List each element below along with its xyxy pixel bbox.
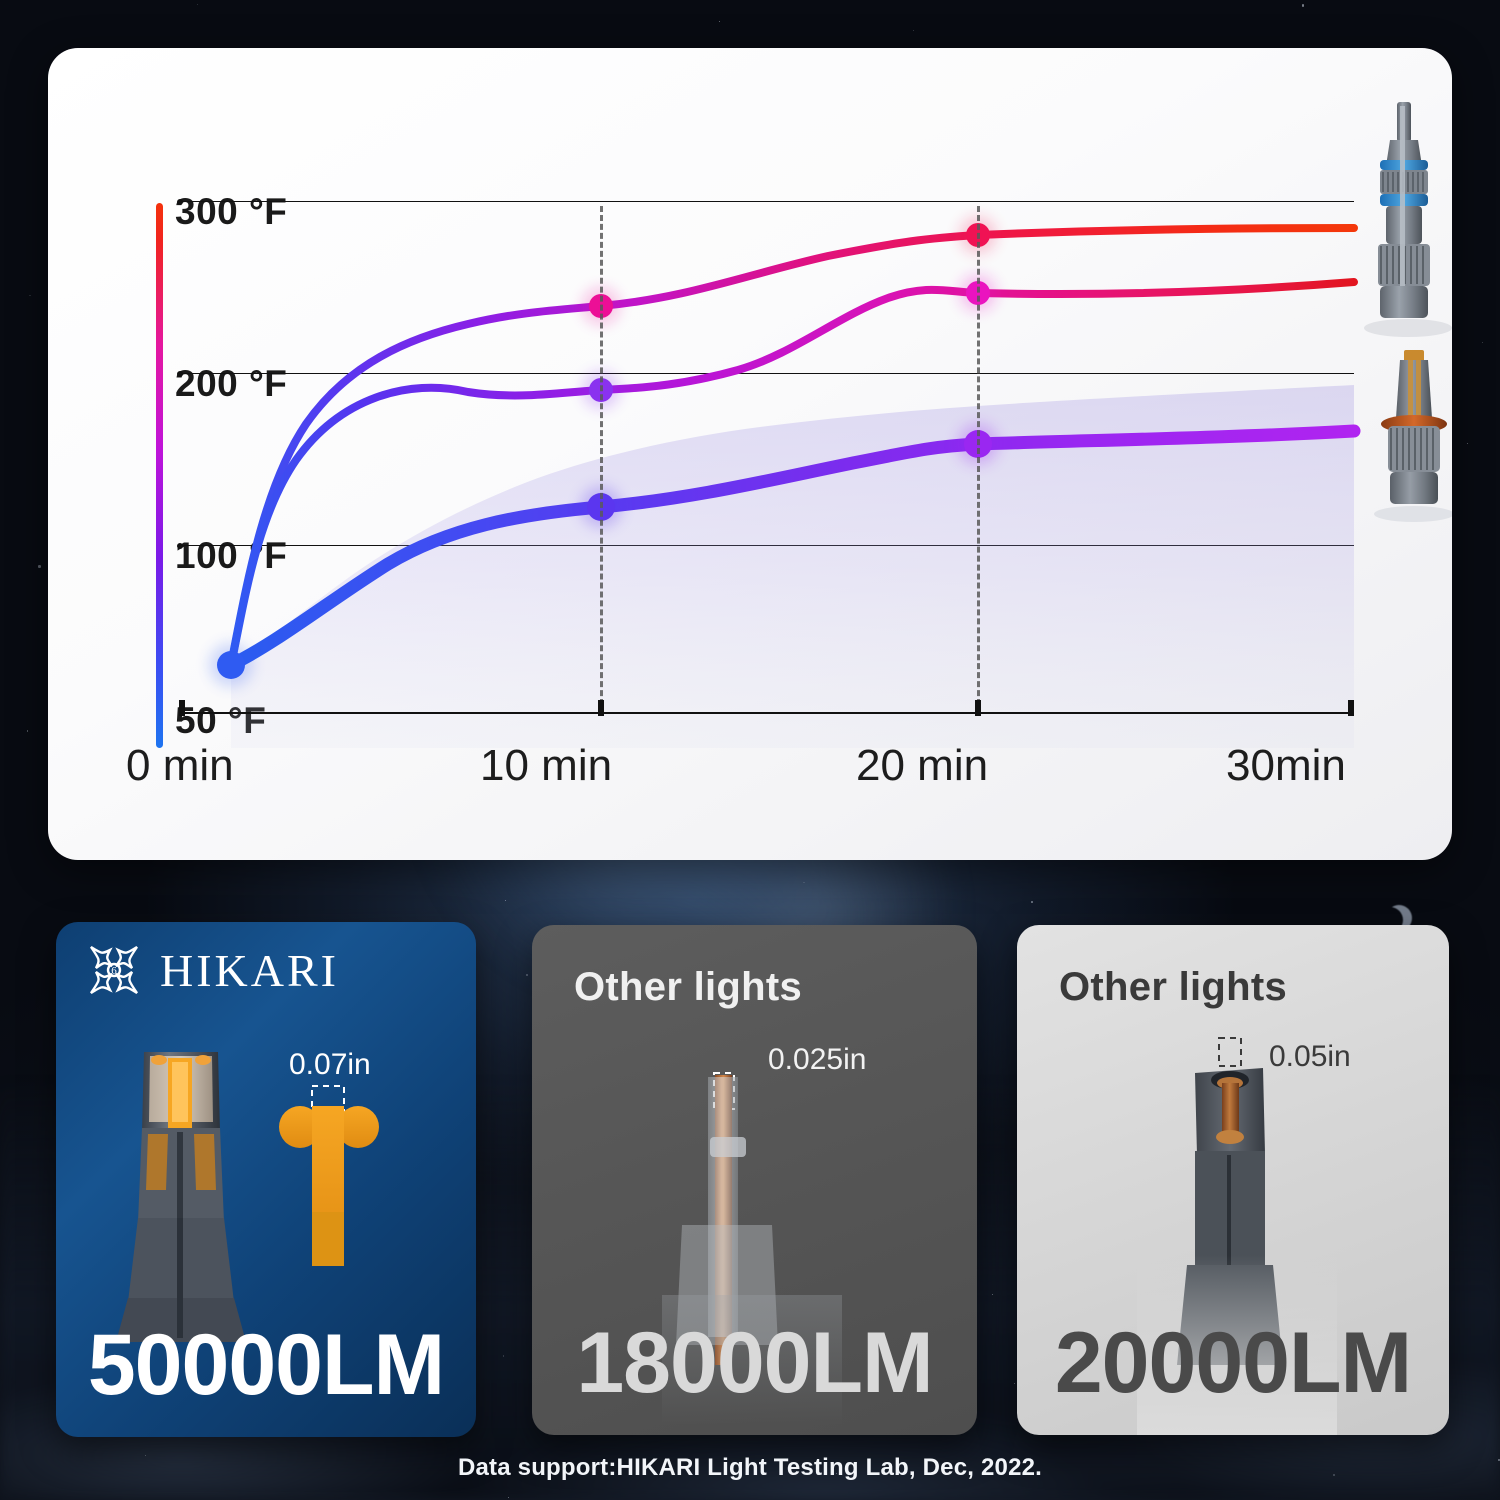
hikari-brand-logo: 6 HIKARI bbox=[86, 942, 339, 998]
card-title-other-2: Other lights bbox=[1059, 965, 1288, 1009]
comparison-cards: 0.07in 50000LM 6 HIKARI bbox=[0, 912, 1500, 1457]
lumens-other-2: 20000LM bbox=[1054, 1315, 1412, 1411]
other2-card-graphic bbox=[1137, 1037, 1337, 1435]
svg-text:6: 6 bbox=[111, 965, 117, 977]
led-bulb-photo-top bbox=[1364, 102, 1452, 337]
lumens-hikari: 50000LM bbox=[87, 1317, 445, 1413]
hikari-card-graphic bbox=[116, 1052, 379, 1342]
x-label-10min: 10 min bbox=[480, 741, 613, 790]
other1-card-graphic bbox=[662, 1072, 842, 1425]
chart-area: 300 °F 200 °F 100 °F 50 °F bbox=[48, 48, 1452, 860]
hikari-wordmark: HIKARI bbox=[160, 944, 339, 996]
x-label-30min: 30min bbox=[1226, 741, 1346, 790]
dimension-label-other-1: 0.025in bbox=[768, 1043, 867, 1076]
led-bulb-photo-bottom bbox=[1374, 350, 1452, 522]
x-tick-10 bbox=[598, 700, 604, 716]
card-other-lights-2[interactable]: Other lights 0.05in 20000LM bbox=[1017, 925, 1449, 1435]
x-tick-20 bbox=[975, 700, 981, 716]
x-tick-0 bbox=[179, 700, 185, 716]
card-hikari[interactable]: 0.07in 50000LM bbox=[56, 922, 476, 1437]
y-tick-200: 200 °F bbox=[175, 363, 288, 404]
y-tick-300: 300 °F bbox=[175, 191, 288, 232]
dashed-line-10min bbox=[600, 206, 603, 714]
gridline-300 bbox=[177, 199, 1354, 205]
y-axis-gradient-bar bbox=[156, 203, 163, 748]
dimension-label-hikari: 0.07in bbox=[289, 1048, 371, 1081]
card-other-lights-1[interactable]: Other lights 0.025in 18000LM bbox=[532, 925, 977, 1435]
x-axis-line bbox=[179, 712, 1354, 714]
x-label-20min: 20 min bbox=[856, 741, 989, 790]
data-support-footer: Data support:HIKARI Light Testing Lab, D… bbox=[457, 1454, 1043, 1481]
gridline-200 bbox=[177, 371, 1354, 377]
dashed-line-20min bbox=[977, 206, 980, 714]
lumens-other-1: 18000LM bbox=[576, 1315, 933, 1411]
card-title-other-1: Other lights bbox=[574, 965, 803, 1009]
y-tick-100: 100 °F bbox=[175, 535, 288, 576]
hikari-emblem-icon: 6 bbox=[90, 945, 138, 995]
x-label-0min: 0 min bbox=[126, 741, 234, 790]
chart-curves bbox=[209, 216, 1361, 748]
x-tick-30 bbox=[1348, 700, 1354, 716]
dimension-label-other-2: 0.05in bbox=[1269, 1040, 1351, 1073]
temperature-chart-card: 300 °F 200 °F 100 °F 50 °F bbox=[48, 48, 1452, 860]
